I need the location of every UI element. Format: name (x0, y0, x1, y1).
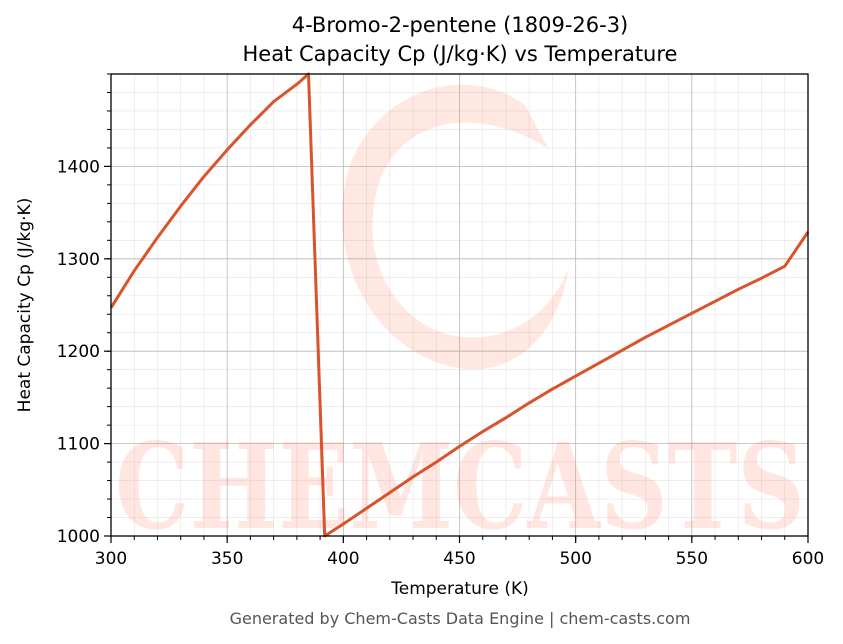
x-axis-label: Temperature (K) (390, 579, 529, 599)
chart-title: 4-Bromo-2-pentene (1809-26-3) (292, 13, 629, 37)
watermark-text: CHEMCASTS (115, 417, 805, 556)
y-tick-label: 1400 (57, 157, 100, 177)
cp-line (109, 72, 810, 538)
chart-subtitle: Heat Capacity Cp (J/kg·K) vs Temperature (243, 42, 678, 66)
watermark-logo: CHEMCASTS (115, 84, 805, 556)
x-tick-label: 450 (443, 549, 475, 569)
x-tick-label: 300 (95, 549, 127, 569)
plot-area: CHEMCASTS (109, 72, 810, 556)
y-tick-label: 1000 (57, 527, 100, 547)
y-axis-label: Heat Capacity Cp (J/kg·K) (15, 198, 35, 413)
footer-credit: Generated by Chem-Casts Data Engine | ch… (230, 609, 691, 628)
y-tick-label: 1300 (57, 250, 100, 270)
y-tick-label: 1200 (57, 342, 100, 362)
x-tick-label: 500 (559, 549, 591, 569)
x-tick-label: 600 (792, 549, 824, 569)
x-tick-label: 550 (676, 549, 708, 569)
x-tick-label: 400 (327, 549, 359, 569)
y-axis: 1000 1100 1200 1300 1400 (57, 73, 111, 547)
y-tick-label: 1100 (57, 435, 100, 455)
x-axis: 300 350 400 450 500 550 600 (95, 536, 824, 569)
x-tick-label: 350 (211, 549, 243, 569)
